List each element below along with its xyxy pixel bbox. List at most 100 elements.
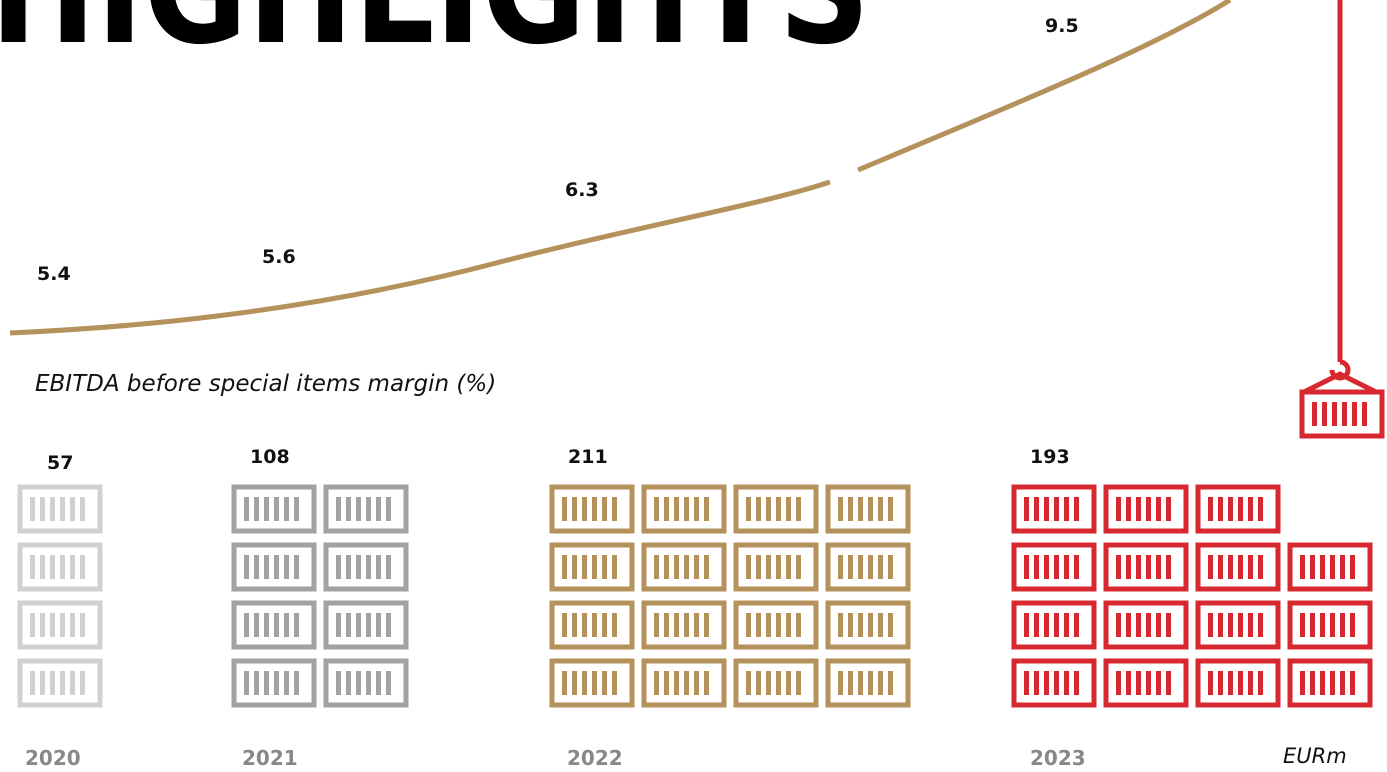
container-rib <box>1064 613 1069 637</box>
page: HIGHLIGHTS 5.4 5.6 6.3 9.5 EBITDA before… <box>0 0 1387 772</box>
container-rib <box>756 613 761 637</box>
container-rib <box>868 671 873 695</box>
container-rib <box>1218 497 1223 521</box>
container-rib <box>602 497 607 521</box>
container-rib <box>756 671 761 695</box>
container-rib <box>848 497 853 521</box>
container-rib <box>1054 497 1059 521</box>
container-rib <box>1218 555 1223 579</box>
container-rib <box>786 613 791 637</box>
container-rib <box>346 613 351 637</box>
container-rib <box>602 555 607 579</box>
container-rib <box>1146 555 1151 579</box>
container-rib <box>858 671 863 695</box>
container-rib <box>366 555 371 579</box>
container-rib <box>704 497 709 521</box>
container-rib <box>674 555 679 579</box>
container-rib <box>1116 555 1121 579</box>
container-rib <box>1218 613 1223 637</box>
container-rib <box>602 613 607 637</box>
container-rib <box>674 671 679 695</box>
container-rib <box>1248 613 1253 637</box>
container-rib <box>80 671 85 695</box>
container-rib <box>294 555 299 579</box>
container-rib <box>654 555 659 579</box>
container-rib <box>572 671 577 695</box>
container-rib <box>664 555 669 579</box>
container-rib <box>1238 613 1243 637</box>
container-rib <box>1218 671 1223 695</box>
container-rib <box>386 497 391 521</box>
container-rib <box>612 497 617 521</box>
containers <box>20 392 1382 705</box>
container-rib <box>376 613 381 637</box>
container-rib <box>1228 613 1233 637</box>
container-rib <box>30 671 35 695</box>
container-rib <box>50 555 55 579</box>
container-rib <box>674 497 679 521</box>
container-rib <box>1362 402 1367 426</box>
container-rib <box>1208 497 1213 521</box>
container-icon <box>1198 487 1278 531</box>
container-rib <box>60 671 65 695</box>
container-icon <box>20 545 100 589</box>
container-rib <box>878 671 883 695</box>
container-rib <box>572 613 577 637</box>
container-icon <box>234 487 314 531</box>
container-rib <box>346 555 351 579</box>
container-rib <box>70 497 75 521</box>
container-icon <box>20 487 100 531</box>
container-rib <box>592 613 597 637</box>
container-rib <box>1310 671 1315 695</box>
container-icon <box>1014 603 1094 647</box>
container-rib <box>878 555 883 579</box>
container-rib <box>1258 497 1263 521</box>
container-rib <box>1310 613 1315 637</box>
container-rib <box>244 671 249 695</box>
container-rib <box>294 497 299 521</box>
container-rib <box>694 613 699 637</box>
container-rib <box>1342 402 1347 426</box>
container-rib <box>888 555 893 579</box>
container-rib <box>1074 613 1079 637</box>
container-rib <box>766 613 771 637</box>
container-rib <box>1208 613 1213 637</box>
container-rib <box>776 497 781 521</box>
container-rib <box>838 671 843 695</box>
container-rib <box>1024 671 1029 695</box>
container-rib <box>1024 555 1029 579</box>
container-rib <box>756 497 761 521</box>
container-icon <box>1198 545 1278 589</box>
container-rib <box>562 613 567 637</box>
container-rib <box>746 613 751 637</box>
container-rib <box>1044 613 1049 637</box>
margin-label: 5.4 <box>37 263 71 285</box>
container-rib <box>1258 613 1263 637</box>
container-rib <box>612 613 617 637</box>
container-rib <box>1258 671 1263 695</box>
container-rib <box>70 555 75 579</box>
container-rib <box>664 671 669 695</box>
container-rib <box>1064 671 1069 695</box>
container-rib <box>766 555 771 579</box>
container-rib <box>1330 671 1335 695</box>
container-rib <box>1074 671 1079 695</box>
margin-label: 9.5 <box>1045 15 1079 37</box>
container-rib <box>582 497 587 521</box>
container-icon <box>1106 661 1186 705</box>
container-rib <box>572 497 577 521</box>
container-icon <box>234 603 314 647</box>
container-rib <box>868 613 873 637</box>
container-rib <box>1034 671 1039 695</box>
container-icon <box>1198 603 1278 647</box>
container-rib <box>878 497 883 521</box>
container-rib <box>1166 613 1171 637</box>
container-rib <box>366 671 371 695</box>
container-rib <box>1126 555 1131 579</box>
container-rib <box>376 497 381 521</box>
container-rib <box>1146 613 1151 637</box>
container-rib <box>284 497 289 521</box>
container-rib <box>776 613 781 637</box>
container-icon <box>234 661 314 705</box>
container-rib <box>1116 497 1121 521</box>
